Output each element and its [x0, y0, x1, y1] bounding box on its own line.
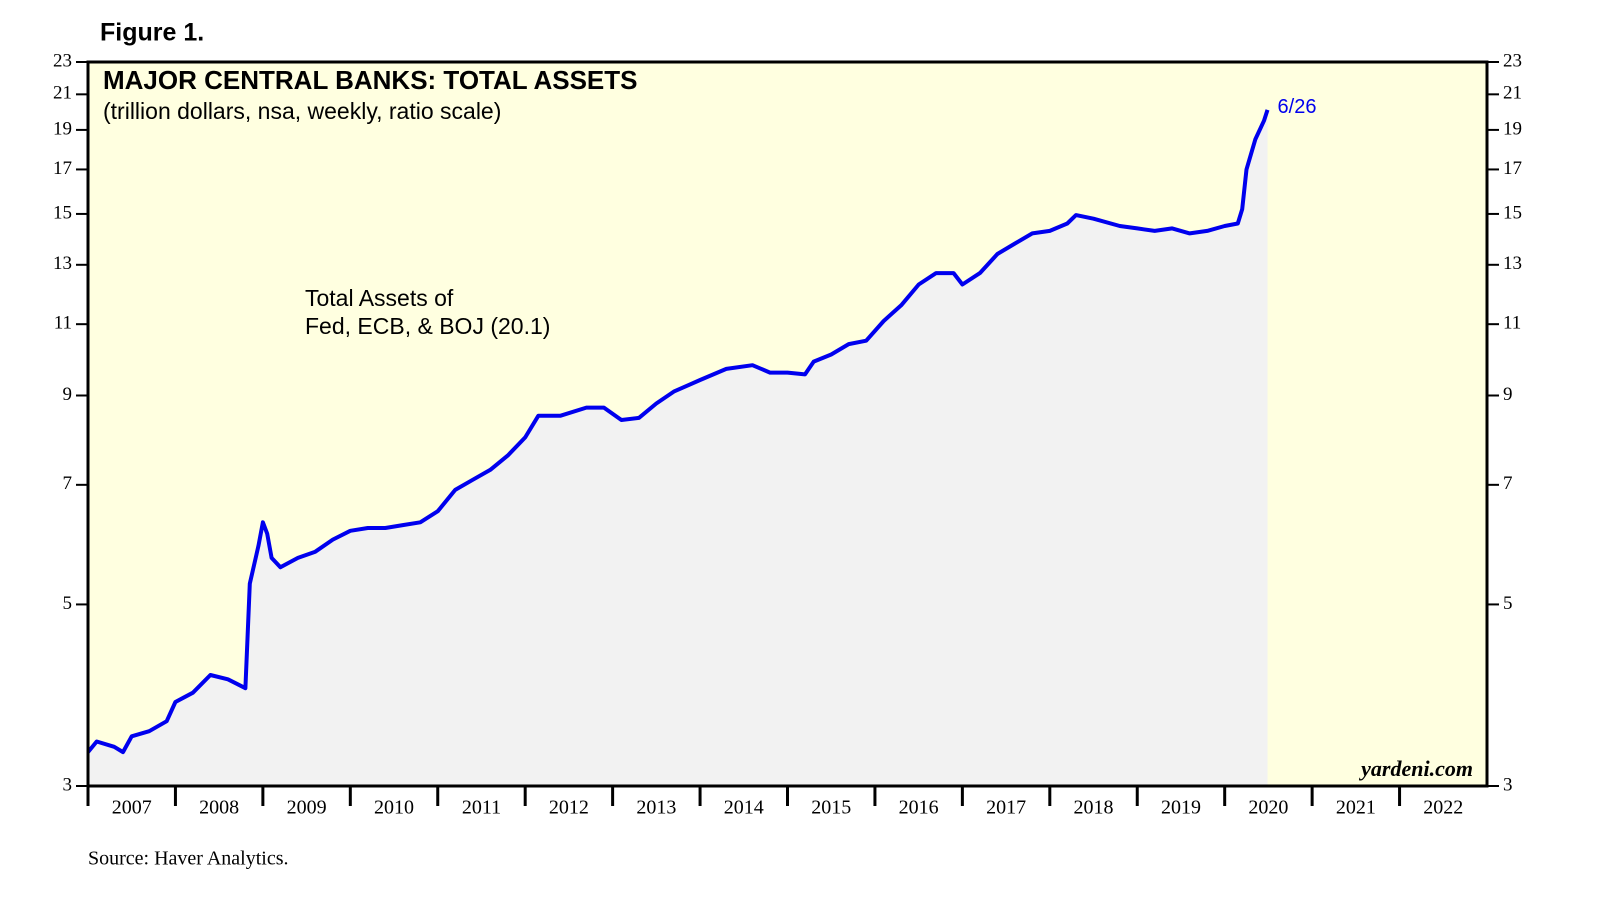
y2-tick-label: 19: [1503, 118, 1522, 139]
source: Source: Haver Analytics.: [88, 848, 289, 870]
x-tick-label: 2013: [636, 797, 676, 819]
y2-tick-label: 3: [1503, 774, 1513, 795]
x-tick-label: 2008: [199, 797, 239, 819]
y-tick-label: 17: [53, 158, 72, 179]
y-tick-label: 7: [63, 473, 73, 494]
y-tick-label: 3: [63, 774, 73, 795]
y-tick-label: 19: [53, 118, 72, 139]
x-tick-label: 2015: [811, 797, 851, 819]
chart-subtitle: (trillion dollars, nsa, weekly, ratio sc…: [103, 98, 501, 124]
y2-tick-label: 5: [1503, 593, 1513, 614]
x-tick-label: 2009: [287, 797, 327, 819]
x-tick-label: 2007: [112, 797, 152, 819]
y2-tick-label: 9: [1503, 384, 1513, 405]
watermark: yardeni.com: [1358, 756, 1473, 781]
end-label: 6/26: [1278, 96, 1317, 118]
annotation: Fed, ECB, & BOJ (20.1): [305, 313, 550, 339]
y-tick-label: 23: [53, 50, 72, 71]
x-tick-label: 2016: [899, 797, 939, 819]
y2-tick-label: 17: [1503, 158, 1522, 179]
x-tick-label: 2017: [986, 797, 1026, 819]
line: [86, 109, 1270, 755]
x-tick-label: 2019: [1161, 797, 1201, 819]
chart-title: MAJOR CENTRAL BANKS: TOTAL ASSETS: [103, 65, 637, 95]
x-tick-label: 2014: [724, 797, 764, 819]
x-tick-label: 2018: [1074, 797, 1114, 819]
y-tick-label: 11: [54, 313, 72, 334]
y2-tick-label: 13: [1503, 253, 1522, 274]
y2-tick-label: 7: [1503, 473, 1513, 494]
x-tick-label: 2022: [1423, 797, 1463, 819]
figure-label: Figure 1.: [100, 19, 204, 47]
x-tick-label: 2012: [549, 797, 589, 819]
plot-layer: [86, 109, 1270, 786]
x-tick-label: 2021: [1336, 797, 1376, 819]
annotation: Total Assets of: [305, 285, 454, 311]
y-tick-label: 21: [53, 83, 72, 104]
x-tick-label: 2010: [374, 797, 414, 819]
x-tick-label: 2020: [1248, 797, 1288, 819]
y2-tick-label: 23: [1503, 50, 1522, 71]
y-tick-label: 13: [53, 253, 72, 274]
y-tick-label: 9: [63, 384, 73, 405]
y-tick-label: 5: [63, 593, 73, 614]
y2-tick-label: 11: [1503, 313, 1521, 334]
y2-tick-label: 21: [1503, 83, 1522, 104]
x-tick-label: 2011: [462, 797, 501, 819]
y-tick-label: 15: [53, 202, 72, 223]
y2-tick-label: 15: [1503, 202, 1522, 223]
